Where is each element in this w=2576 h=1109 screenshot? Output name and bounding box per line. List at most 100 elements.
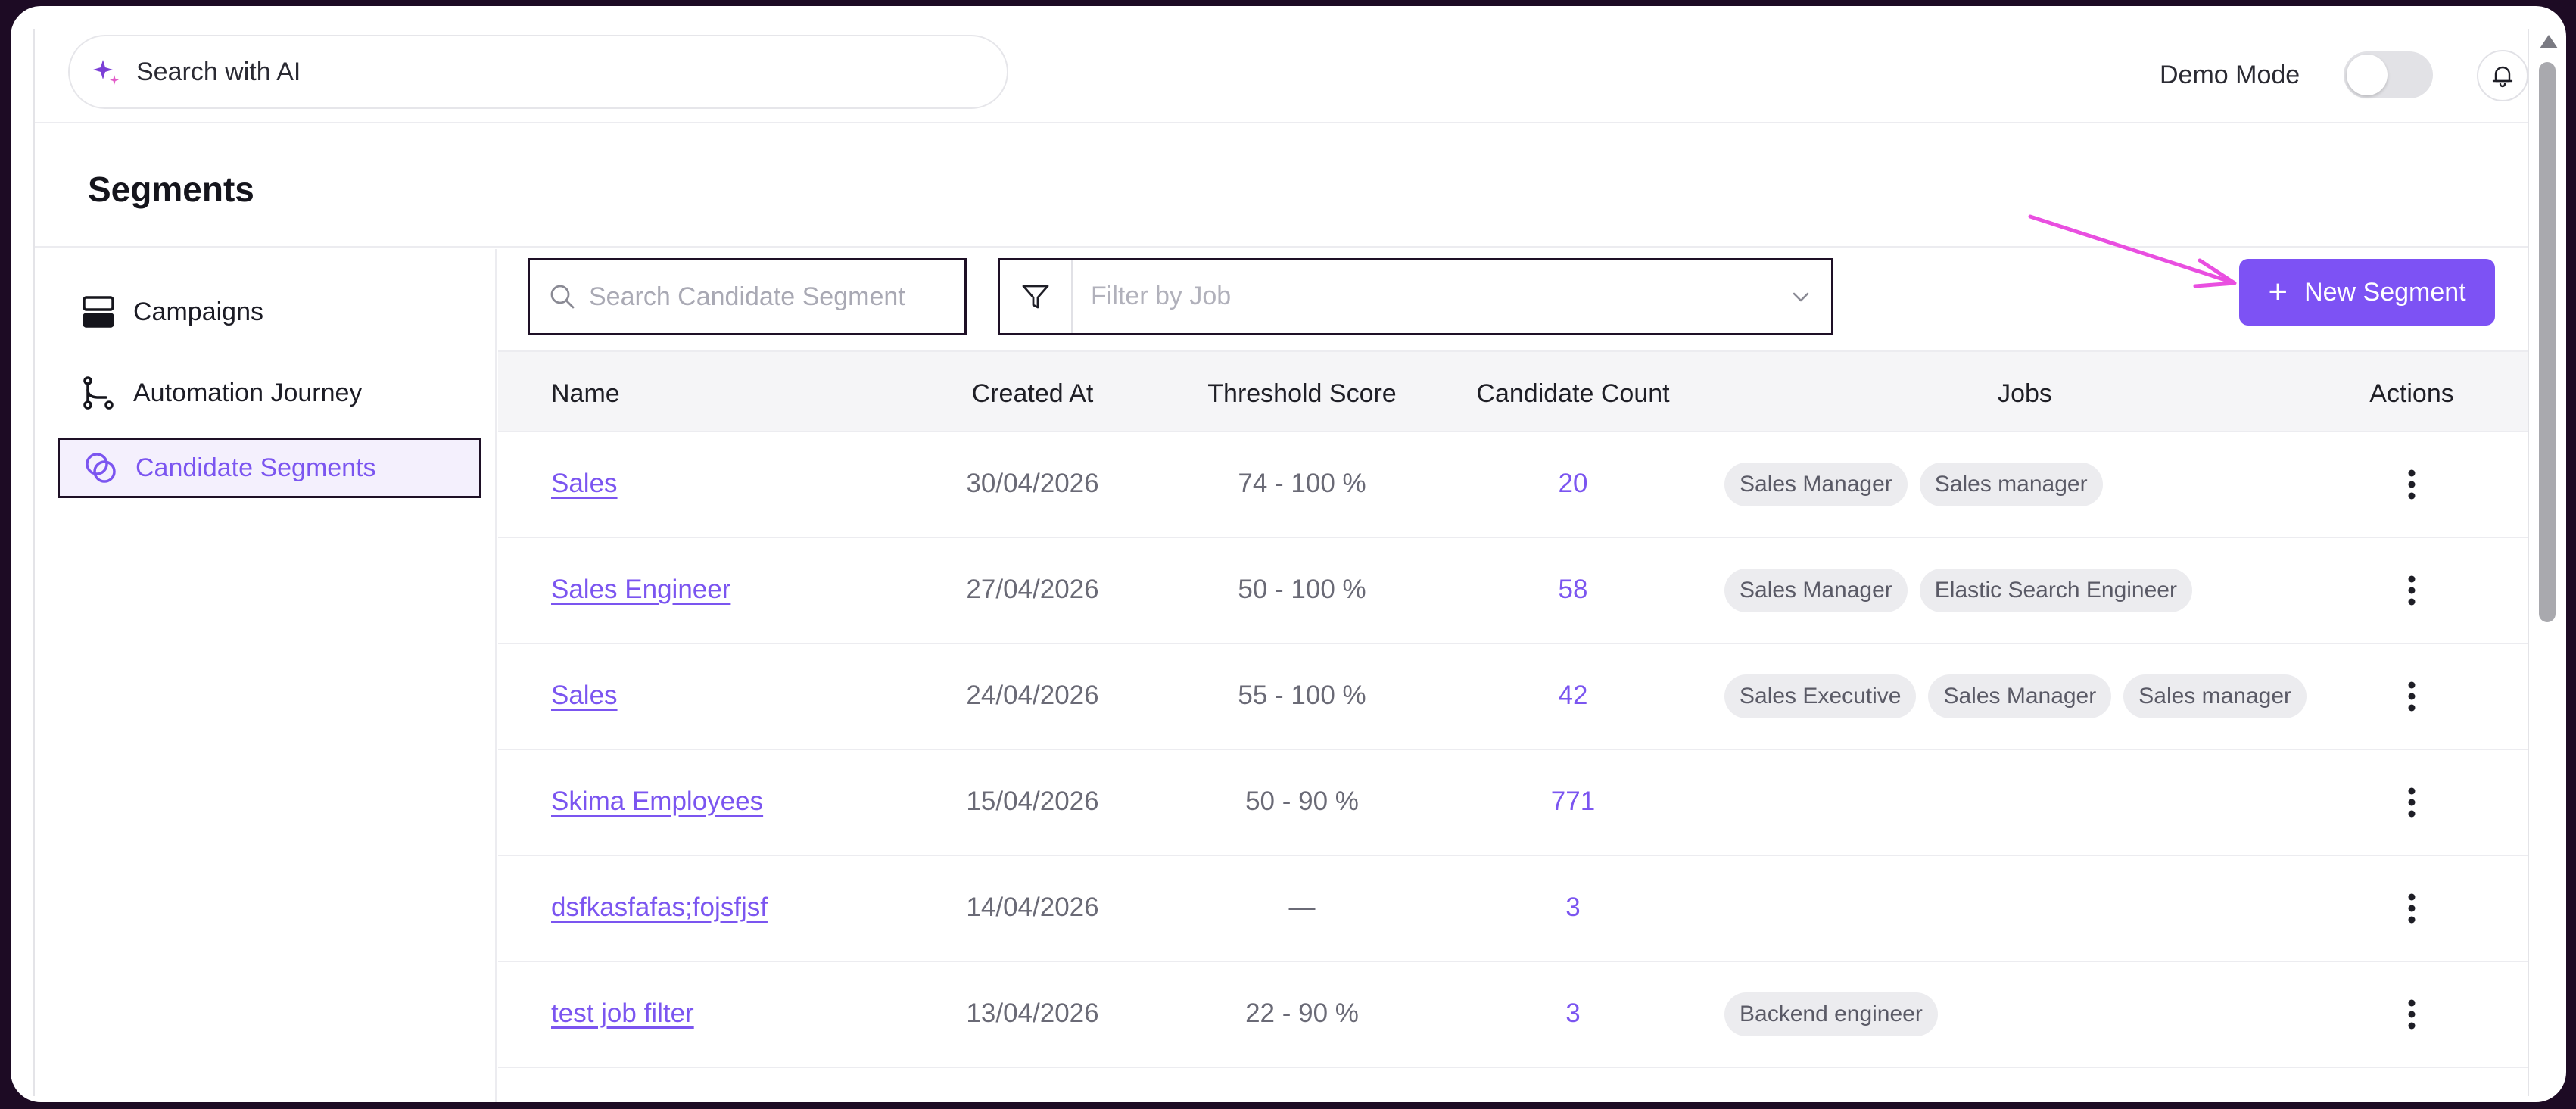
candidate-count: 771 [1550, 787, 1596, 816]
column-header-actions: Actions [2369, 379, 2454, 408]
job-tags: Sales Manager Sales manager [1724, 463, 2103, 506]
job-tags: Backend engineer [1724, 992, 1938, 1036]
column-header-jobs: Jobs [1998, 379, 2052, 408]
job-tag: Sales Manager [1724, 463, 1908, 506]
bell-icon [2492, 66, 2513, 88]
candidate-count: 3 [1565, 892, 1581, 922]
job-tag: Elastic Search Engineer [1919, 569, 2192, 612]
job-tag: Sales manager [2123, 674, 2307, 718]
page-header: Segments [35, 125, 2528, 248]
threshold-score: 74 - 100 % [1238, 469, 1366, 498]
created-at: 14/04/2026 [966, 892, 1099, 922]
ai-search-bar[interactable]: Search with AI [68, 35, 1008, 109]
threshold-score: 55 - 100 % [1238, 681, 1366, 710]
created-at: 27/04/2026 [966, 575, 1099, 604]
job-tags: Sales Manager Elastic Search Engineer [1724, 569, 2192, 612]
created-at: 15/04/2026 [966, 787, 1099, 816]
segment-name-link[interactable]: Sales Engineer [551, 575, 731, 604]
sparkle-icon [93, 60, 119, 85]
segment-search-input[interactable] [589, 282, 937, 312]
more-vertical-icon [2408, 575, 2416, 606]
job-tag: Sales manager [1919, 463, 2103, 506]
table-row: Skima Employees 15/04/2026 50 - 90 % 771 [498, 750, 2528, 856]
row-actions-button[interactable] [2393, 466, 2431, 503]
sidebar-item-label: Candidate Segments [135, 453, 376, 482]
threshold-score: — [1288, 892, 1316, 922]
annotation-arrow [2028, 214, 2237, 288]
candidate-count: 42 [1558, 681, 1588, 710]
threshold-score: 22 - 90 % [1245, 998, 1359, 1028]
filter-placeholder: Filter by Job [1091, 282, 1232, 310]
more-vertical-icon [2408, 469, 2416, 500]
app-window: Search with AI Demo Mode Segments Campai… [11, 6, 2566, 1102]
segment-name-link[interactable]: dsfkasfafas;fojsfjsf [551, 892, 768, 922]
top-bar: Search with AI Demo Mode [35, 6, 2528, 123]
more-vertical-icon [2408, 681, 2416, 712]
job-tag: Backend engineer [1724, 992, 1938, 1036]
segments-table: Name Created At Threshold Score Candidat… [498, 350, 2528, 1068]
segment-name-link[interactable]: test job filter [551, 998, 694, 1028]
job-tags: Sales Executive Sales Manager Sales mana… [1724, 674, 2307, 718]
more-vertical-icon [2408, 893, 2416, 924]
segment-search-field[interactable] [528, 258, 967, 335]
filter-icon [1022, 285, 1049, 309]
sidebar-item-label: Automation Journey [133, 378, 363, 407]
more-vertical-icon [2408, 999, 2416, 1030]
row-actions-button[interactable] [2393, 783, 2431, 821]
frame-divider [2528, 29, 2529, 1096]
row-actions-button[interactable] [2393, 572, 2431, 609]
demo-mode-label: Demo Mode [2160, 61, 2300, 89]
row-actions-button[interactable] [2393, 995, 2431, 1033]
vertical-scrollbar[interactable] [2531, 29, 2564, 1096]
demo-mode-toggle[interactable] [2344, 51, 2433, 98]
column-header-threshold: Threshold Score [1207, 379, 1397, 408]
row-actions-button[interactable] [2393, 678, 2431, 715]
notifications-button[interactable] [2477, 50, 2528, 101]
journey-icon [83, 376, 114, 410]
job-tag: Sales Manager [1928, 674, 2112, 718]
column-header-name: Name [551, 379, 620, 408]
sidebar-item-campaigns[interactable]: Campaigns [58, 282, 481, 342]
scroll-up-arrow-icon[interactable] [2540, 35, 2558, 48]
plus-icon: + [2268, 273, 2288, 310]
sidebar: Campaigns Automation Journey Candidate S… [35, 249, 497, 1102]
table-row: Sales 30/04/2026 74 - 100 % 20 Sales Man… [498, 432, 2528, 538]
table-row: Sales 24/04/2026 55 - 100 % 42 Sales Exe… [498, 644, 2528, 750]
row-actions-button[interactable] [2393, 889, 2431, 927]
candidate-count: 3 [1565, 998, 1581, 1028]
table-row: Sales Engineer 27/04/2026 50 - 100 % 58 … [498, 538, 2528, 644]
page-title: Segments [88, 170, 254, 209]
created-at: 30/04/2026 [966, 469, 1099, 498]
campaigns-icon [83, 296, 114, 328]
sidebar-item-label: Campaigns [133, 297, 263, 326]
new-segment-button[interactable]: + New Segment [2239, 259, 2495, 326]
filter-button[interactable] [1000, 260, 1073, 333]
segment-name-link[interactable]: Skima Employees [551, 787, 764, 816]
segment-name-link[interactable]: Sales [551, 681, 618, 710]
table-header: Name Created At Threshold Score Candidat… [498, 350, 2528, 432]
segments-icon [86, 453, 116, 483]
frame-divider [33, 29, 35, 1096]
scrollbar-thumb[interactable] [2539, 62, 2556, 622]
table-row: test job filter 13/04/2026 22 - 90 % 3 B… [498, 962, 2528, 1068]
ai-search-label: Search with AI [136, 57, 301, 86]
sidebar-item-automation-journey[interactable]: Automation Journey [58, 363, 481, 423]
new-segment-label: New Segment [2304, 277, 2466, 307]
column-header-count: Candidate Count [1476, 379, 1670, 408]
column-header-created-at: Created At [971, 379, 1094, 408]
created-at: 13/04/2026 [966, 998, 1099, 1028]
segment-name-link[interactable]: Sales [551, 469, 618, 498]
toggle-knob [2347, 55, 2388, 95]
sidebar-item-candidate-segments[interactable]: Candidate Segments [58, 438, 481, 498]
chevron-down-icon [1793, 292, 1809, 302]
threshold-score: 50 - 100 % [1238, 575, 1366, 604]
job-tag: Sales Manager [1724, 569, 1908, 612]
created-at: 24/04/2026 [966, 681, 1099, 710]
job-tag: Sales Executive [1724, 674, 1917, 718]
table-row: dsfkasfafas;fojsfjsf 14/04/2026 — 3 [498, 856, 2528, 962]
threshold-score: 50 - 90 % [1245, 787, 1359, 816]
search-icon [550, 285, 575, 309]
candidate-count: 58 [1558, 575, 1588, 604]
job-filter-select[interactable]: Filter by Job [998, 258, 1833, 335]
candidate-count: 20 [1558, 469, 1588, 498]
